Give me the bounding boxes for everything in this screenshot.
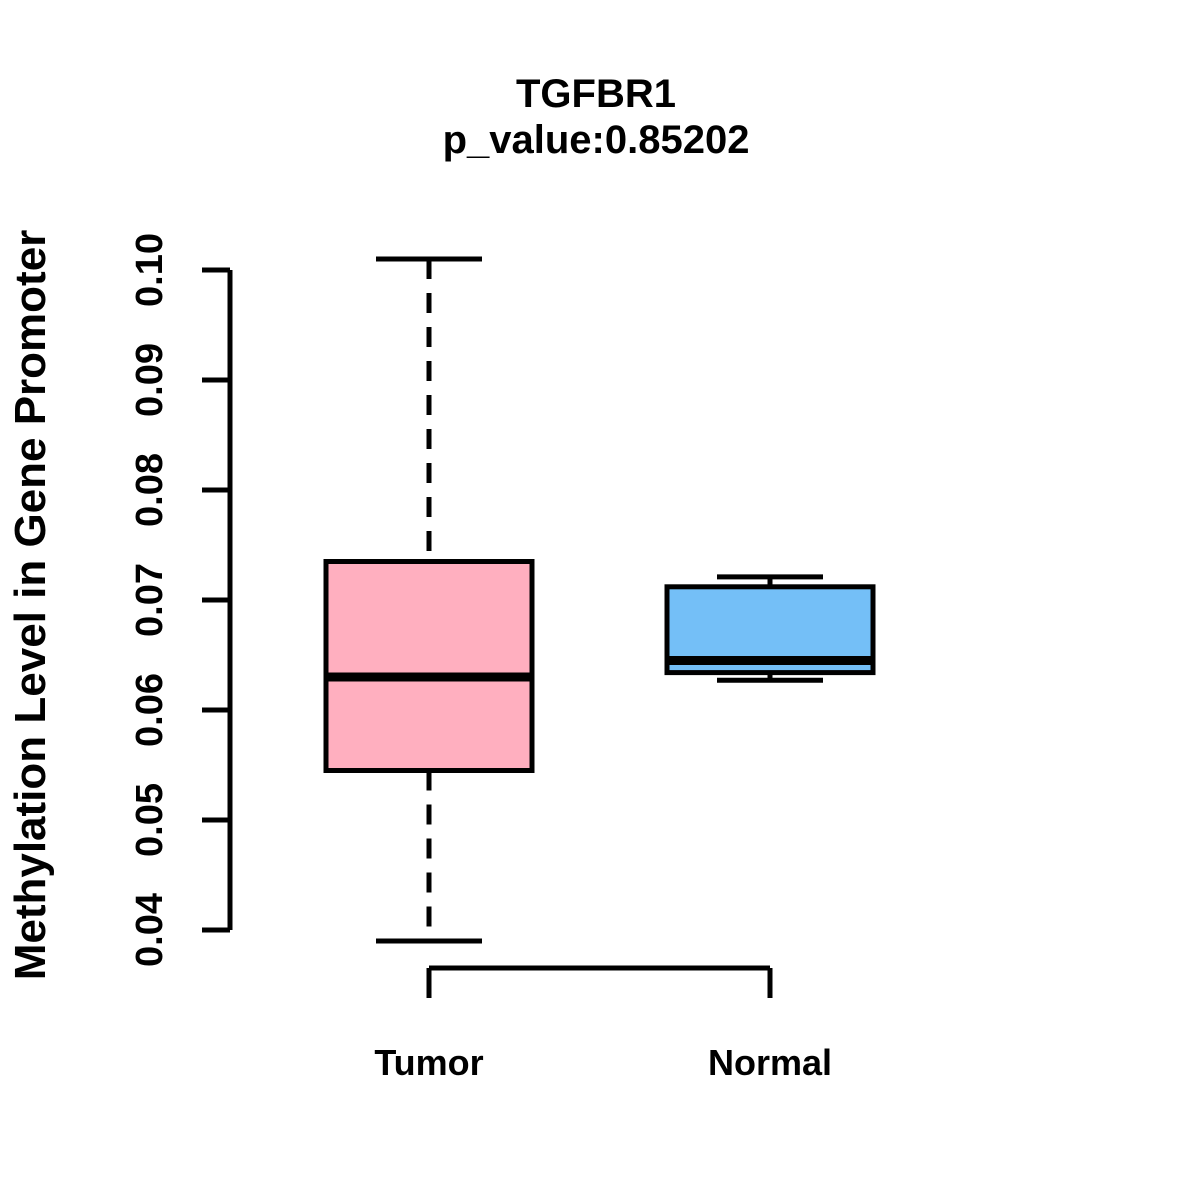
chart-subtitle: p_value:0.85202	[443, 118, 750, 162]
y-tick-label: 0.10	[129, 233, 171, 307]
plot-area: 0.04 0.05 0.06 0.07 0.08 0.09 0.10 Tumor Normal	[129, 233, 876, 1083]
y-tick-label: 0.06	[129, 673, 171, 747]
x-tick-label-tumor: Tumor	[374, 1042, 483, 1083]
y-tick-label: 0.05	[129, 783, 171, 857]
tumor-box	[323, 559, 535, 773]
y-tick-label: 0.07	[129, 563, 171, 637]
y-tick-label: 0.04	[129, 893, 171, 967]
chart-title: TGFBR1	[516, 72, 676, 116]
y-tick-label: 0.08	[129, 453, 171, 527]
y-axis-label: Methylation Level in Gene Promoter	[6, 230, 55, 981]
x-tick-label-normal: Normal	[708, 1042, 832, 1083]
y-tick-label: 0.09	[129, 343, 171, 417]
